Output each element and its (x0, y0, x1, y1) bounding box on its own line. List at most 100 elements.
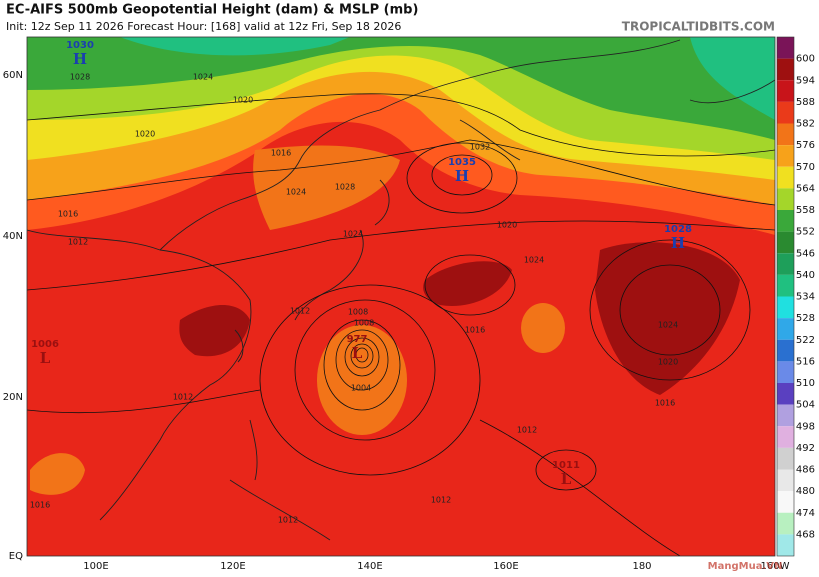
field-552 (27, 37, 775, 140)
lon-label: 160W (761, 561, 790, 572)
isobar-label: 1012 (173, 393, 193, 402)
center-letter: H (73, 50, 87, 68)
warm-blob (521, 303, 565, 353)
colorbar-swatch (777, 512, 794, 535)
isobar-label: 1016 (465, 326, 485, 335)
colorbar-label: 486 (796, 465, 815, 476)
center-letter: H (455, 167, 469, 185)
colorbar-label: 468 (796, 529, 815, 540)
colorbar-label: 552 (796, 227, 815, 238)
map-frame (26, 36, 776, 557)
colorbar-label: 528 (796, 313, 815, 324)
center-pressure: 1030 (66, 40, 94, 51)
isobar-label: 1032 (470, 143, 490, 152)
isobar-label: 1024 (286, 188, 306, 197)
colorbar-swatch (777, 274, 794, 297)
center-letter: L (40, 349, 51, 367)
watermark: MangMua.VN (708, 561, 783, 572)
isobar-label: 1012 (278, 516, 298, 525)
isobar-label: 1028 (335, 183, 355, 192)
colorbar-label: 558 (796, 205, 815, 216)
colorbar-label: 504 (796, 400, 815, 411)
lon-label: 160E (493, 561, 518, 572)
center-letter: H (671, 234, 685, 252)
colorbar-swatch (777, 404, 794, 427)
colorbar-label: 570 (796, 162, 815, 173)
colorbar-swatch (777, 318, 794, 340)
lon-label: 140E (357, 561, 382, 572)
field-594-east (595, 242, 740, 395)
colorbar-label: 546 (796, 248, 815, 259)
isobar-label: 1016 (30, 501, 50, 510)
isobar-label: 1020 (135, 130, 155, 139)
isobar-label: 1020 (233, 96, 253, 105)
lat-label: 40N (3, 231, 23, 242)
isobar-label: 1012 (68, 238, 88, 247)
isobar-label: 1024 (524, 256, 544, 265)
colorbar-swatch (777, 383, 794, 405)
isobar-label: 1016 (271, 149, 291, 158)
colorbar-label: 600 (796, 54, 815, 65)
center-pressure: 1028 (664, 224, 692, 235)
colorbar-swatch (777, 145, 794, 167)
colorbar: 600 594 588 582 576 570 564 558 552 546 540 534 528 5… (776, 36, 815, 557)
isobar-label: 1012 (517, 426, 537, 435)
colorbar-swatch (777, 123, 794, 146)
colorbar-swatch (777, 80, 794, 102)
colorbar-label: 492 (796, 443, 815, 454)
center-pressure: 1035 (448, 157, 476, 168)
coastlines (27, 39, 775, 541)
isobar-label: 1008 (348, 308, 368, 317)
isobar-label: 1024 (658, 321, 678, 330)
center-letter: L (561, 470, 572, 488)
lat-label: 20N (3, 392, 23, 403)
colorbar-label: 516 (796, 356, 815, 367)
colorbar-swatch (777, 296, 794, 319)
subtitle: Init: 12z Sep 11 2026 Forecast Hour: [16… (6, 20, 401, 33)
typhoon-warm-core (317, 325, 407, 435)
lon-label: 100E (83, 561, 108, 572)
isobar-label: 1016 (58, 210, 78, 219)
lat-label: EQ (9, 551, 23, 562)
colorbar-label: 540 (796, 270, 815, 281)
isobar-label: 1020 (497, 221, 517, 230)
colorbar-label: 582 (796, 119, 815, 130)
map: 1028 1024 1020 1020 1016 1016 1012 1024 1028 1032… (27, 37, 775, 556)
colorbar-swatch (777, 166, 794, 189)
colorbar-swatch (777, 37, 794, 59)
colorbar-swatch (777, 58, 794, 81)
center-pressure: 1011 (552, 460, 580, 471)
field-594-central (423, 261, 512, 306)
isobar-label: 1004 (351, 384, 371, 393)
colorbar-label: 474 (796, 508, 815, 519)
isobar-label: 1012 (290, 307, 310, 316)
colorbar-label: 576 (796, 140, 815, 151)
center-letter: L (352, 344, 363, 362)
colorbar-label: 594 (796, 75, 815, 86)
isobar-label: 1012 (431, 496, 451, 505)
lon-label: 120E (220, 561, 245, 572)
title: EC-AIFS 500mb Geopotential Height (dam) … (6, 3, 418, 18)
colorbar-label: 588 (796, 97, 815, 108)
isobars (27, 93, 775, 556)
axis-labels: 60N 40N 20N EQ 100E 120E 140E 160E 180 160W (3, 70, 790, 572)
isobar-label: 1008 (354, 319, 374, 328)
isobar-label: 1024 (343, 230, 363, 239)
isobar-label: 1016 (655, 399, 675, 408)
colorbar-swatch (777, 339, 794, 362)
colorbar-label: 534 (796, 292, 815, 303)
field-582 (253, 145, 400, 230)
colorbar-swatch (777, 426, 794, 448)
colorbar-label: 510 (796, 378, 815, 389)
site-label: TROPICALTIDBITS.COM (622, 20, 775, 34)
isobar-label: 1024 (193, 73, 213, 82)
colorbar-label: 522 (796, 335, 815, 346)
colorbar-label: 564 (796, 183, 815, 194)
center-pressure: 1006 (31, 339, 59, 350)
field-594-west (179, 305, 250, 357)
lat-label: 60N (3, 70, 23, 81)
isobar-label: 1028 (70, 73, 90, 82)
field-540 (27, 37, 775, 120)
